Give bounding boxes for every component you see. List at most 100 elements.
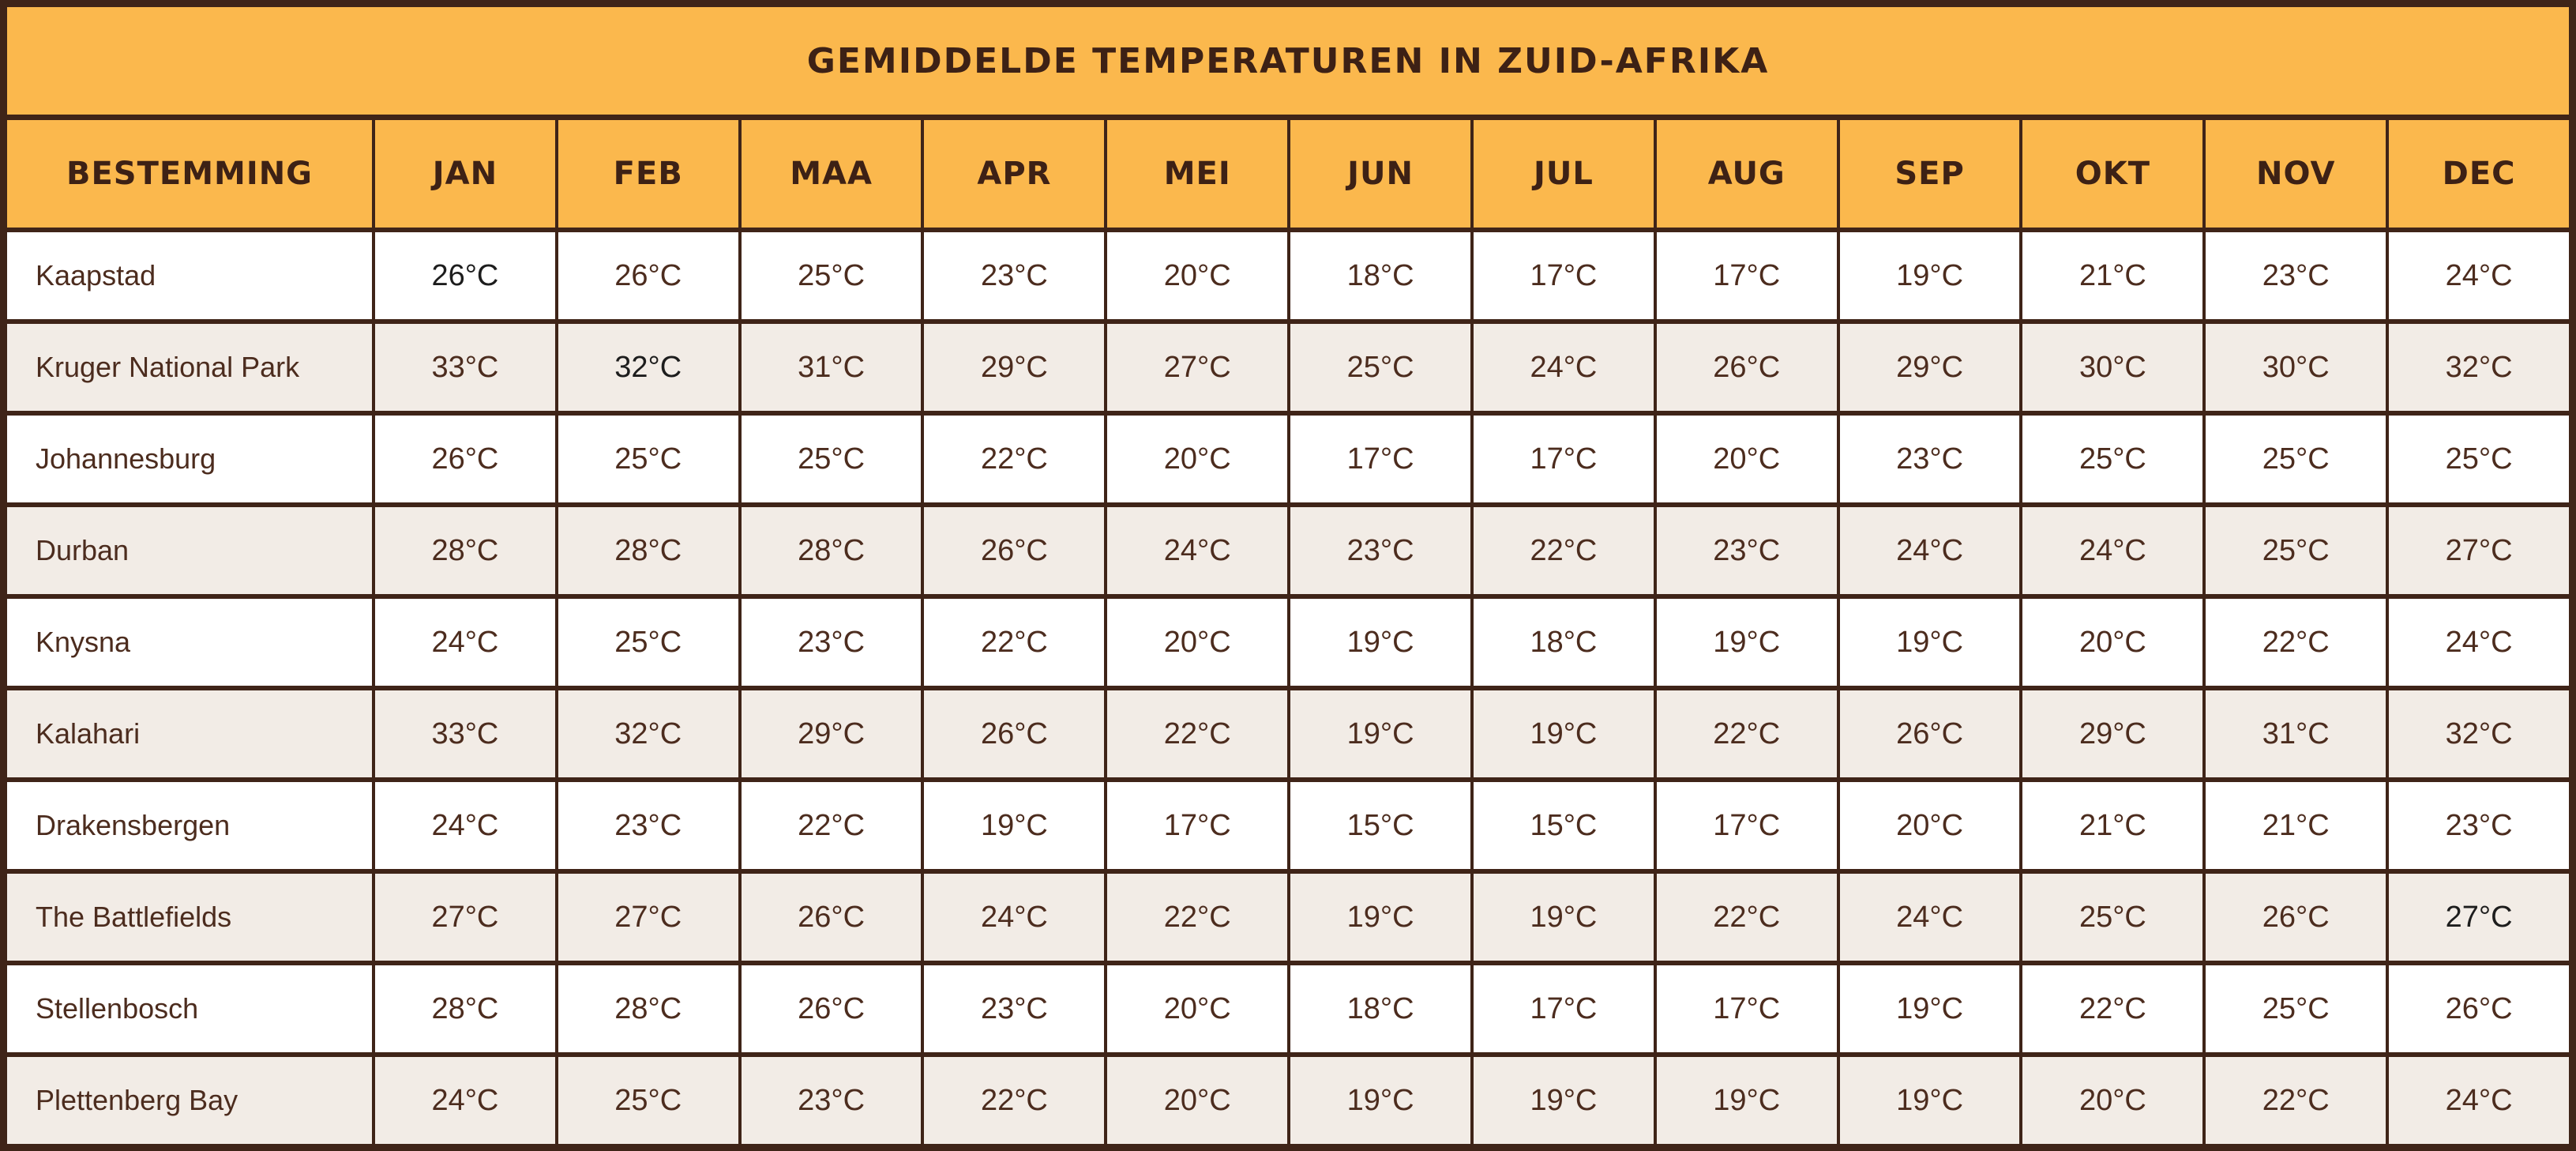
temp-cell: 19°C xyxy=(1290,1057,1470,1144)
destination-cell: Kaapstad xyxy=(7,232,372,319)
temp-cell: 26°C xyxy=(741,874,922,961)
temp-cell: 20°C xyxy=(1107,1057,1288,1144)
temp-cell: 26°C xyxy=(2389,965,2569,1052)
temp-cell: 17°C xyxy=(1656,965,1837,1052)
temp-cell: 23°C xyxy=(924,232,1105,319)
temp-cell: 20°C xyxy=(1107,599,1288,686)
temp-cell: 19°C xyxy=(1473,1057,1654,1144)
temp-cell: 24°C xyxy=(1473,324,1654,411)
temp-cell: 26°C xyxy=(1656,324,1837,411)
temp-cell: 29°C xyxy=(741,690,922,777)
temp-cell: 32°C xyxy=(2389,690,2569,777)
temp-cell: 26°C xyxy=(924,690,1105,777)
destination-cell: Stellenbosch xyxy=(7,965,372,1052)
temp-cell: 20°C xyxy=(1107,416,1288,502)
temp-cell: 19°C xyxy=(1839,1057,2020,1144)
temp-cell: 28°C xyxy=(741,507,922,594)
temp-cell: 21°C xyxy=(2022,232,2203,319)
temp-cell: 25°C xyxy=(558,599,738,686)
temp-cell: 15°C xyxy=(1290,782,1470,869)
temp-cell: 24°C xyxy=(375,1057,555,1144)
temp-cell: 27°C xyxy=(2389,874,2569,961)
temp-cell: 28°C xyxy=(375,965,555,1052)
temp-cell: 18°C xyxy=(1473,599,1654,686)
temp-cell: 23°C xyxy=(1839,416,2020,502)
temp-cell: 27°C xyxy=(375,874,555,961)
temp-cell: 24°C xyxy=(1839,874,2020,961)
temp-cell: 28°C xyxy=(558,507,738,594)
temp-cell: 26°C xyxy=(558,232,738,319)
temp-cell: 17°C xyxy=(1473,965,1654,1052)
temp-cell: 20°C xyxy=(1107,232,1288,319)
temp-cell: 18°C xyxy=(1290,232,1470,319)
temp-cell: 25°C xyxy=(2389,416,2569,502)
temp-cell: 23°C xyxy=(924,965,1105,1052)
temp-cell: 20°C xyxy=(2022,599,2203,686)
temp-cell: 22°C xyxy=(1473,507,1654,594)
temp-cell: 25°C xyxy=(741,232,922,319)
temp-cell: 23°C xyxy=(741,1057,922,1144)
temp-cell: 24°C xyxy=(375,782,555,869)
temp-cell: 24°C xyxy=(375,599,555,686)
temp-cell: 24°C xyxy=(2389,599,2569,686)
destination-cell: Durban xyxy=(7,507,372,594)
temp-cell: 20°C xyxy=(1839,782,2020,869)
month-header-maa: MAA xyxy=(741,120,922,228)
temp-cell: 20°C xyxy=(2022,1057,2203,1144)
temp-cell: 27°C xyxy=(558,874,738,961)
destination-cell: Plettenberg Bay xyxy=(7,1057,372,1144)
temp-cell: 25°C xyxy=(558,1057,738,1144)
temp-cell: 26°C xyxy=(1839,690,2020,777)
temp-cell: 28°C xyxy=(558,965,738,1052)
temp-cell: 22°C xyxy=(1107,874,1288,961)
temp-cell: 19°C xyxy=(1473,874,1654,961)
month-header-feb: FEB xyxy=(558,120,738,228)
month-header-nov: NOV xyxy=(2206,120,2386,228)
temp-cell: 30°C xyxy=(2022,324,2203,411)
temp-cell: 26°C xyxy=(924,507,1105,594)
destination-cell: Kalahari xyxy=(7,690,372,777)
column-header-bestemming: BESTEMMING xyxy=(7,120,372,228)
temp-cell: 29°C xyxy=(2022,690,2203,777)
temp-cell: 19°C xyxy=(1839,232,2020,319)
temp-cell: 23°C xyxy=(1290,507,1470,594)
temp-cell: 19°C xyxy=(1290,874,1470,961)
temp-cell: 22°C xyxy=(2206,1057,2386,1144)
temp-cell: 33°C xyxy=(375,690,555,777)
temp-cell: 24°C xyxy=(2389,232,2569,319)
temp-cell: 25°C xyxy=(2206,416,2386,502)
temp-cell: 22°C xyxy=(924,599,1105,686)
temp-cell: 19°C xyxy=(1656,1057,1837,1144)
temp-cell: 19°C xyxy=(1290,690,1470,777)
temp-cell: 19°C xyxy=(924,782,1105,869)
destination-cell: The Battlefields xyxy=(7,874,372,961)
temp-cell: 24°C xyxy=(924,874,1105,961)
temp-cell: 23°C xyxy=(2389,782,2569,869)
temp-cell: 21°C xyxy=(2206,782,2386,869)
temp-cell: 22°C xyxy=(1656,874,1837,961)
temp-cell: 21°C xyxy=(2022,782,2203,869)
temp-cell: 25°C xyxy=(2206,507,2386,594)
temp-cell: 19°C xyxy=(1839,599,2020,686)
temp-cell: 23°C xyxy=(741,599,922,686)
temp-cell: 32°C xyxy=(558,324,738,411)
month-header-aug: AUG xyxy=(1656,120,1837,228)
temp-cell: 20°C xyxy=(1656,416,1837,502)
temp-cell: 17°C xyxy=(1656,232,1837,319)
temp-cell: 22°C xyxy=(924,1057,1105,1144)
month-header-dec: DEC xyxy=(2389,120,2569,228)
temp-cell: 24°C xyxy=(1107,507,1288,594)
temp-cell: 19°C xyxy=(1473,690,1654,777)
temp-cell: 17°C xyxy=(1473,232,1654,319)
temp-cell: 17°C xyxy=(1473,416,1654,502)
temp-cell: 25°C xyxy=(2022,874,2203,961)
temp-cell: 22°C xyxy=(2206,599,2386,686)
temp-cell: 26°C xyxy=(741,965,922,1052)
month-header-apr: APR xyxy=(924,120,1105,228)
temp-cell: 24°C xyxy=(1839,507,2020,594)
month-header-mei: MEI xyxy=(1107,120,1288,228)
table-title: GEMIDDELDE TEMPERATUREN IN ZUID-AFRIKA xyxy=(7,7,2569,115)
temp-cell: 25°C xyxy=(2206,965,2386,1052)
temp-cell: 23°C xyxy=(1656,507,1837,594)
temp-cell: 23°C xyxy=(2206,232,2386,319)
